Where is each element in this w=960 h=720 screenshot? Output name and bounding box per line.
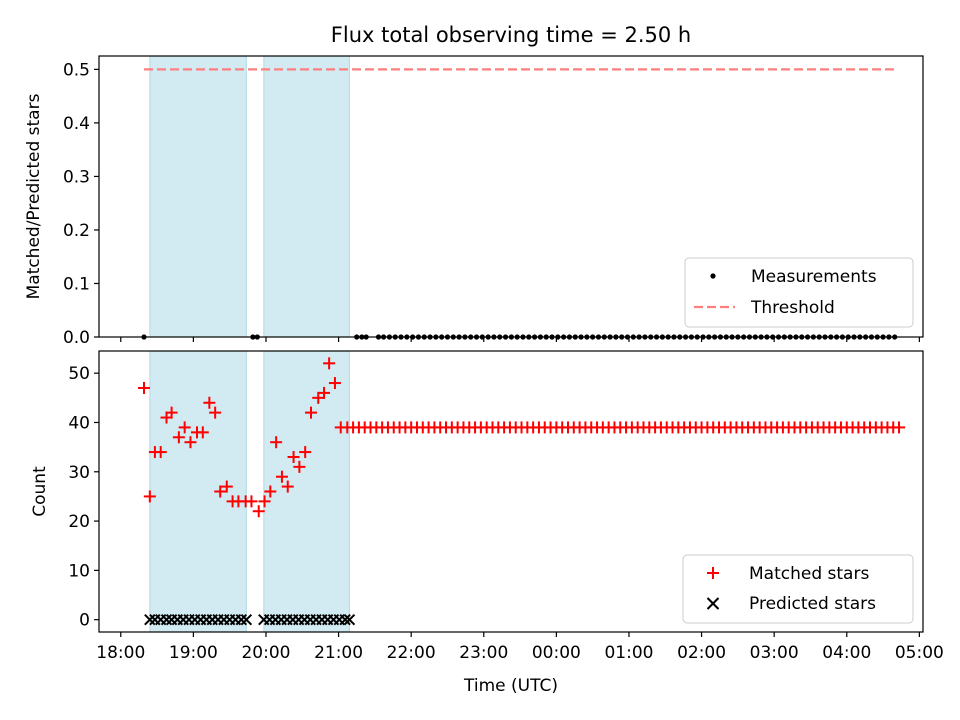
matched-star-point [165,406,178,419]
bottom-shaded-intervals [149,350,350,633]
matched-star-point [287,450,300,463]
matched-star-point [281,480,294,493]
matched-star-point [209,406,222,419]
matched-star-point [178,421,191,434]
matched-star-point [154,446,167,459]
y-tick-label: 0.3 [63,167,90,187]
bottom-legend-box [682,554,914,624]
matched-star-point [323,357,336,370]
shaded-interval-0 [149,55,247,338]
matched-star-point [245,495,258,508]
top-y-axis-label: Matched/Predicted stars [24,93,44,299]
matched-stars-points [138,357,906,518]
predicted-star-point [235,613,248,626]
top-x-ticks [120,337,920,342]
matched-star-point [275,470,288,483]
x-tick-label: 03:00 [750,643,799,663]
legend-predicted-label: Predicted stars [749,594,876,614]
matched-star-point [214,485,227,498]
x-tick-label: 04:00 [822,643,871,663]
predicted-star-point [144,613,156,626]
predicted-star-point [343,613,356,626]
matched-star-point [172,431,185,444]
y-tick-label: 0.4 [63,114,90,134]
top-legend-box [684,257,914,328]
predicted-star-point [240,613,253,626]
bottom-axes: 0 10 20 30 40 50 18:00 19:00 20:00 21:00 22:00 23:… [30,350,944,696]
matched-star-point [138,381,151,394]
x-tick-label: 19:00 [169,643,218,663]
predicted-star-point [339,613,351,626]
matched-star-point [196,426,209,439]
y-tick-label: 0.0 [63,328,90,348]
y-tick-label: 30 [68,463,90,483]
top-legend: Measurements Threshold [684,257,914,328]
legend-measurements-label: Measurements [751,267,877,287]
legend-matched-label: Matched stars [749,564,869,584]
y-tick-label: 0.5 [63,60,90,80]
top-y-ticks: 0.0 0.1 0.2 0.3 0.4 0.5 [63,60,99,348]
x-tick-label: 05:00 [895,643,944,663]
shaded-interval-0 [149,350,247,633]
y-tick-label: 20 [68,512,90,532]
y-tick-label: 0 [79,611,90,631]
bottom-y-axis-label: Count [30,466,50,517]
legend-threshold-label: Threshold [750,298,835,318]
bottom-legend: Matched stars Predicted stars [682,554,914,624]
y-tick-label: 40 [68,413,90,433]
x-axis-label: Time (UTC) [463,676,558,696]
matched-star-point [318,386,331,399]
x-tick-label: 22:00 [387,643,436,663]
bottom-axes-frame [98,350,924,633]
matched-star-point [270,436,283,449]
matched-star-point [143,490,156,503]
matched-star-point [299,446,312,459]
predicted-star-point [160,613,173,626]
legend-matched-marker [707,567,719,579]
matched-star-point [252,505,265,518]
x-tick-label: 00:00 [532,643,581,663]
matched-star-point [264,485,277,498]
y-tick-label: 0.1 [63,274,90,294]
matched-star-point [304,406,317,419]
top-shaded-intervals [149,55,350,338]
bottom-y-ticks: 0 10 20 30 40 50 [68,364,99,631]
y-tick-label: 10 [68,561,90,581]
legend-measurements-marker [710,273,716,279]
matched-star-point [184,436,197,449]
chart-title: Flux total observing time = 2.50 h [331,23,691,47]
x-tick-label: 18:00 [96,643,145,663]
shaded-interval-1 [263,55,350,338]
top-axes-frame [98,55,924,338]
matched-star-point [258,495,271,508]
matched-star-point [328,377,341,390]
matched-star-point [293,460,306,473]
bottom-x-ticks: 18:00 19:00 20:00 21:00 22:00 23:00 00:00 01:00… [96,632,944,663]
predicted-stars-points [144,613,356,626]
top-axes: Flux total observing time = 2.50 h 0.00.… [24,23,924,348]
x-tick-label: 21:00 [314,643,363,663]
x-tick-label: 02:00 [677,643,726,663]
legend-predicted-marker [706,597,720,610]
matched-star-point [893,421,906,434]
x-tick-label: 23:00 [459,643,508,663]
x-tick-label: 20:00 [241,643,290,663]
matched-star-point [220,480,233,493]
y-tick-label: 0.2 [63,221,90,241]
y-tick-label: 50 [68,364,90,384]
matched-star-point [203,396,216,409]
x-tick-label: 01:00 [604,643,653,663]
shaded-interval-1 [263,350,350,633]
